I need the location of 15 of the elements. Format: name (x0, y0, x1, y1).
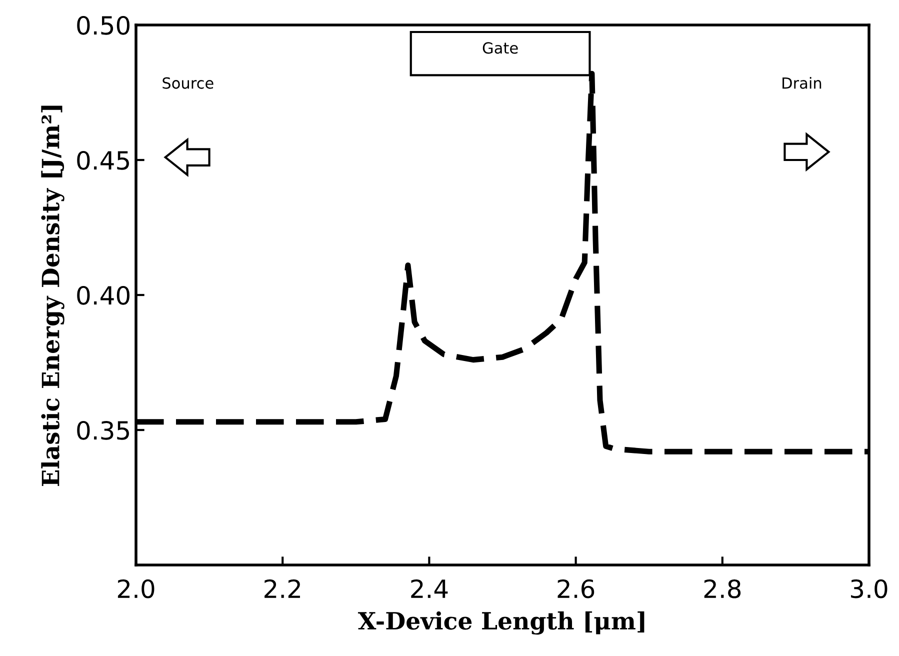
x-axis-title: X-Device Length [μm] (358, 611, 644, 635)
y-tick-label: 0.45 (77, 150, 129, 170)
x-tick-label: 3.0 (851, 579, 888, 598)
annotation: Gate (482, 42, 518, 54)
x-tick-label: 2.8 (704, 579, 741, 598)
x-tick-label: 2.4 (411, 579, 448, 598)
y-axis-title: Elastic Energy Density [J/m²] (41, 106, 64, 486)
x-tick-label: 2.0 (118, 579, 154, 598)
annotation: Source (162, 77, 214, 89)
y-tick-label: 0.35 (77, 420, 129, 440)
annotation: Drain (782, 77, 822, 89)
x-tick-label: 2.2 (264, 579, 300, 598)
y-tick-label: 0.40 (77, 286, 130, 305)
y-tick-label: 0.50 (77, 16, 130, 35)
x-tick-label: 2.6 (558, 579, 594, 598)
